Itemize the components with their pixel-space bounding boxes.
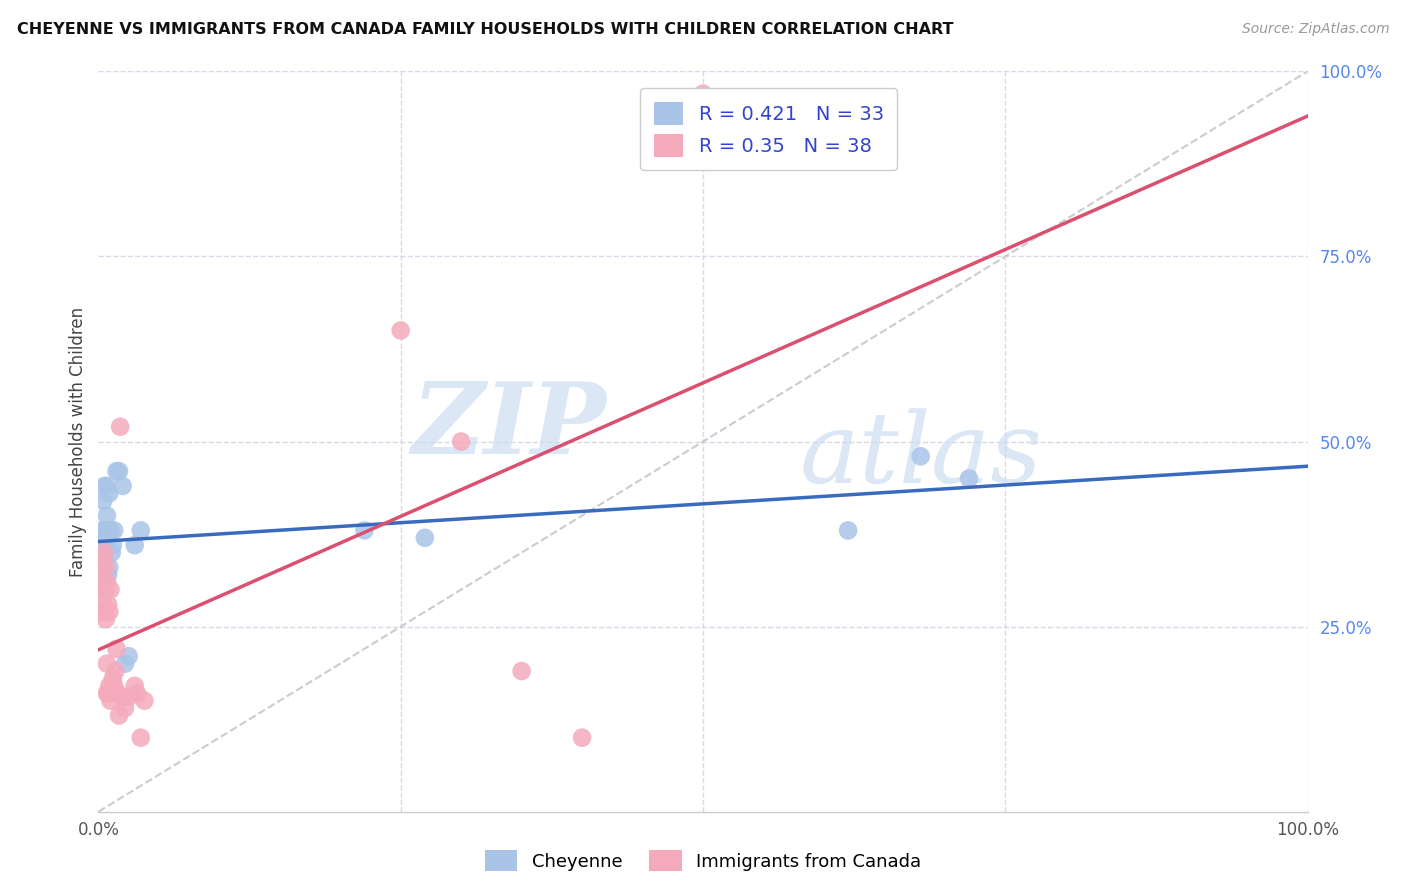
- Point: [90, 582, 112, 597]
- Point: [101, 672, 124, 686]
- Point: [127, 686, 149, 700]
- Point: [114, 657, 136, 671]
- Point: [96, 479, 118, 493]
- Point: [910, 450, 932, 464]
- Point: [93, 546, 115, 560]
- Point: [94, 560, 117, 574]
- Point: [124, 679, 146, 693]
- Point: [98, 679, 121, 693]
- Point: [100, 686, 122, 700]
- Point: [100, 694, 122, 708]
- Point: [101, 538, 124, 552]
- Point: [837, 524, 859, 538]
- Point: [93, 524, 115, 538]
- Point: [353, 524, 375, 538]
- Point: [93, 479, 115, 493]
- Text: CHEYENNE VS IMMIGRANTS FROM CANADA FAMILY HOUSEHOLDS WITH CHILDREN CORRELATION C: CHEYENNE VS IMMIGRANTS FROM CANADA FAMIL…: [17, 22, 953, 37]
- Point: [124, 538, 146, 552]
- Point: [134, 694, 156, 708]
- Point: [96, 508, 118, 523]
- Point: [93, 553, 115, 567]
- Point: [96, 657, 118, 671]
- Point: [91, 493, 114, 508]
- Point: [129, 731, 152, 745]
- Point: [97, 686, 120, 700]
- Point: [111, 690, 134, 704]
- Point: [91, 605, 114, 619]
- Point: [692, 87, 714, 101]
- Point: [100, 524, 122, 538]
- Point: [129, 524, 152, 538]
- Text: Source: ZipAtlas.com: Source: ZipAtlas.com: [1241, 22, 1389, 37]
- Point: [97, 598, 120, 612]
- Point: [108, 464, 131, 478]
- Point: [108, 708, 131, 723]
- Text: ZIP: ZIP: [412, 378, 606, 475]
- Point: [94, 538, 117, 552]
- Point: [91, 546, 114, 560]
- Point: [93, 582, 115, 597]
- Point: [90, 567, 112, 582]
- Point: [91, 567, 114, 582]
- Legend: R = 0.421   N = 33, R = 0.35   N = 38: R = 0.421 N = 33, R = 0.35 N = 38: [640, 88, 897, 170]
- Point: [98, 486, 121, 500]
- Point: [91, 553, 114, 567]
- Point: [450, 434, 472, 449]
- Point: [98, 605, 121, 619]
- Point: [957, 471, 980, 485]
- Point: [103, 679, 125, 693]
- Point: [96, 686, 118, 700]
- Point: [389, 324, 412, 338]
- Point: [100, 546, 122, 560]
- Point: [114, 701, 136, 715]
- Point: [94, 612, 117, 626]
- Point: [105, 464, 128, 478]
- Point: [108, 419, 131, 434]
- Y-axis label: Family Households with Children: Family Households with Children: [69, 307, 87, 576]
- Point: [97, 567, 120, 582]
- Text: atlas: atlas: [800, 409, 1042, 504]
- Point: [118, 649, 141, 664]
- Point: [94, 582, 117, 597]
- Point: [571, 731, 593, 745]
- Point: [91, 531, 114, 545]
- Point: [91, 524, 114, 538]
- Point: [96, 575, 118, 590]
- Point: [91, 560, 114, 574]
- Point: [97, 524, 120, 538]
- Point: [413, 531, 436, 545]
- Point: [103, 524, 125, 538]
- Point: [98, 560, 121, 574]
- Legend: Cheyenne, Immigrants from Canada: Cheyenne, Immigrants from Canada: [478, 843, 928, 879]
- Point: [105, 641, 128, 656]
- Point: [91, 598, 114, 612]
- Point: [118, 690, 141, 704]
- Point: [107, 686, 129, 700]
- Point: [510, 664, 533, 678]
- Point: [111, 479, 134, 493]
- Point: [104, 664, 127, 678]
- Point: [100, 582, 122, 597]
